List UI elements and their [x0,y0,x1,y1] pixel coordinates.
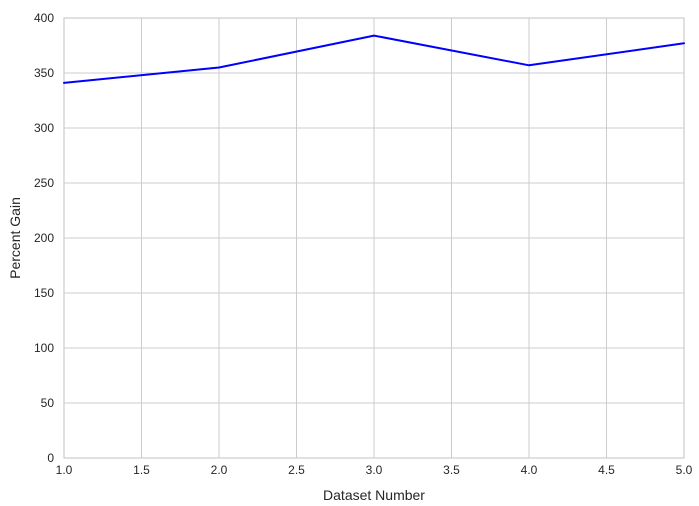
x-axis-label: Dataset Number [323,487,425,503]
x-tick-label: 4.5 [598,463,615,477]
x-tick-label: 5.0 [676,463,693,477]
x-tick-labels: 1.0 1.5 2.0 2.5 3.0 3.5 4.0 4.5 5.0 [56,463,693,477]
y-tick-label: 250 [34,176,54,190]
y-axis-label: Percent Gain [7,197,23,279]
grid [63,17,685,459]
x-tick-label: 1.5 [133,463,150,477]
x-tick-label: 3.5 [443,463,460,477]
x-tick-label: 3.0 [366,463,383,477]
x-tick-label: 2.0 [211,463,228,477]
y-tick-label: 100 [34,341,54,355]
series-line [63,34,685,84]
y-tick-label: 200 [34,231,54,245]
x-tick-label: 1.0 [56,463,73,477]
series-lines [63,34,685,84]
y-tick-label: 50 [41,396,55,410]
y-tick-label: 150 [34,286,54,300]
y-tick-label: 400 [34,11,54,25]
y-tick-label: 0 [47,451,54,465]
y-tick-label: 300 [34,121,54,135]
x-tick-label: 4.0 [521,463,538,477]
y-tick-labels: 0 50 100 150 200 250 300 350 400 [34,11,54,465]
x-tick-label: 2.5 [288,463,305,477]
y-tick-label: 350 [34,66,54,80]
